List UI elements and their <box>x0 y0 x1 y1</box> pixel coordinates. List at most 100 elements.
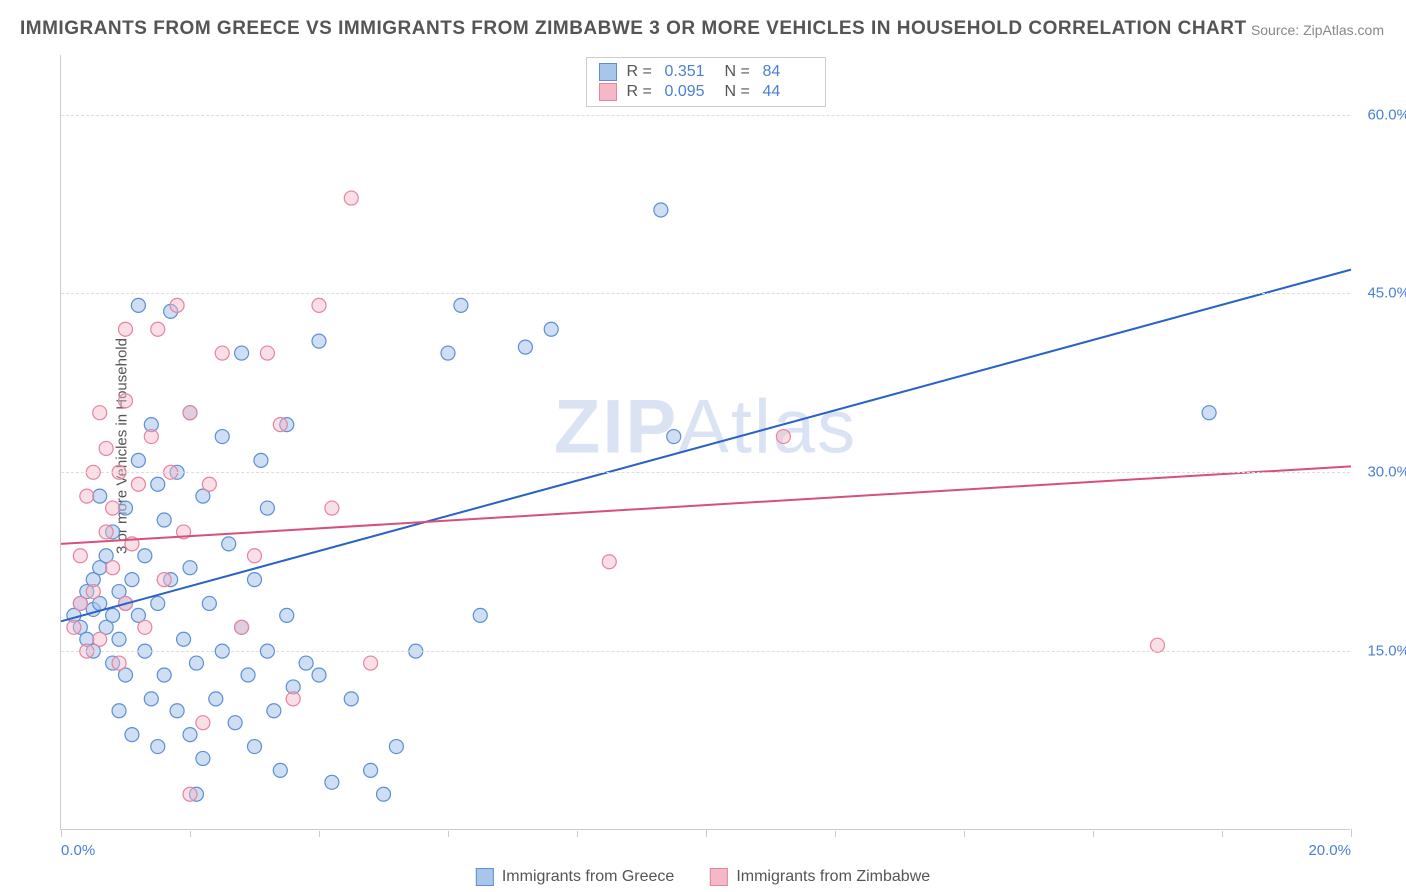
scatter-point <box>454 298 468 312</box>
series-1-swatch <box>599 63 617 81</box>
scatter-point <box>312 334 326 348</box>
legend-2-swatch <box>710 868 728 886</box>
series-1-n-value: 84 <box>763 63 813 81</box>
scatter-point <box>196 716 210 730</box>
scatter-point <box>273 763 287 777</box>
legend-1-label: Immigrants from Greece <box>502 868 674 886</box>
scatter-point <box>119 501 133 515</box>
scatter-point <box>299 656 313 670</box>
scatter-point <box>189 656 203 670</box>
scatter-point <box>106 501 120 515</box>
legend-item-1: Immigrants from Greece <box>476 868 674 886</box>
scatter-point <box>312 668 326 682</box>
scatter-point <box>235 620 249 634</box>
scatter-point <box>286 692 300 706</box>
trend-line <box>61 270 1351 622</box>
scatter-point <box>151 596 165 610</box>
scatter-point <box>1202 406 1216 420</box>
scatter-point <box>106 608 120 622</box>
x-tick <box>61 829 62 837</box>
series-2-n-value: 44 <box>763 83 813 101</box>
scatter-point <box>344 692 358 706</box>
x-minor-tick <box>190 831 191 837</box>
stats-legend-box: R = 0.351 N = 84 R = 0.095 N = 44 <box>586 57 826 107</box>
scatter-point <box>260 346 274 360</box>
scatter-point <box>151 740 165 754</box>
scatter-point <box>125 728 139 742</box>
scatter-point <box>106 561 120 575</box>
scatter-point <box>119 394 133 408</box>
plot-area: ZIPAtlas R = 0.351 N = 84 R = 0.095 N = … <box>60 55 1350 830</box>
stats-row-series-2: R = 0.095 N = 44 <box>599 82 813 102</box>
scatter-point <box>215 346 229 360</box>
scatter-point <box>73 549 87 563</box>
scatter-point <box>473 608 487 622</box>
scatter-point <box>131 298 145 312</box>
gridline <box>61 293 1350 294</box>
x-tick <box>1351 829 1352 837</box>
scatter-point <box>344 191 358 205</box>
y-tick-label: 15.0% <box>1367 643 1406 660</box>
trend-line <box>61 466 1351 544</box>
scatter-point <box>518 340 532 354</box>
y-tick-label: 45.0% <box>1367 285 1406 302</box>
scatter-point <box>196 751 210 765</box>
legend-1-swatch <box>476 868 494 886</box>
series-1-r-value: 0.351 <box>665 63 715 81</box>
scatter-point <box>215 430 229 444</box>
bottom-legend: Immigrants from Greece Immigrants from Z… <box>476 868 930 886</box>
scatter-point <box>144 692 158 706</box>
series-2-swatch <box>599 83 617 101</box>
scatter-point <box>138 620 152 634</box>
scatter-point <box>157 573 171 587</box>
scatter-point <box>389 740 403 754</box>
scatter-point <box>248 549 262 563</box>
x-tick <box>706 829 707 837</box>
scatter-point <box>544 322 558 336</box>
gridline <box>61 115 1350 116</box>
scatter-point <box>776 430 790 444</box>
source-attribution: Source: ZipAtlas.com <box>1251 22 1384 38</box>
scatter-point <box>112 704 126 718</box>
x-minor-tick <box>1222 831 1223 837</box>
scatter-point <box>86 585 100 599</box>
x-minor-tick <box>835 831 836 837</box>
scatter-point <box>222 537 236 551</box>
scatter-point <box>112 632 126 646</box>
x-minor-tick <box>319 831 320 837</box>
scatter-point <box>93 489 107 503</box>
scatter-point <box>151 322 165 336</box>
x-minor-tick <box>448 831 449 837</box>
scatter-point <box>151 477 165 491</box>
scatter-point <box>377 787 391 801</box>
scatter-point <box>67 620 81 634</box>
scatter-point <box>254 453 268 467</box>
scatter-point <box>241 668 255 682</box>
scatter-point <box>260 501 274 515</box>
scatter-point <box>364 656 378 670</box>
gridline <box>61 651 1350 652</box>
scatter-point <box>183 787 197 801</box>
scatter-point <box>202 477 216 491</box>
scatter-point <box>209 692 223 706</box>
scatter-point <box>125 573 139 587</box>
scatter-point <box>280 608 294 622</box>
scatter-point <box>1151 638 1165 652</box>
scatter-point <box>202 596 216 610</box>
scatter-point <box>654 203 668 217</box>
scatter-point <box>144 430 158 444</box>
scatter-point <box>157 513 171 527</box>
y-tick-label: 60.0% <box>1367 106 1406 123</box>
scatter-point <box>73 596 87 610</box>
scatter-point <box>177 632 191 646</box>
scatter-point <box>602 555 616 569</box>
stat-n-label: N = <box>725 63 753 81</box>
chart-title: IMMIGRANTS FROM GREECE VS IMMIGRANTS FRO… <box>20 18 1247 40</box>
y-tick-label: 30.0% <box>1367 464 1406 481</box>
scatter-point <box>667 430 681 444</box>
scatter-point <box>183 561 197 575</box>
x-minor-tick <box>1093 831 1094 837</box>
scatter-point <box>119 322 133 336</box>
scatter-point <box>170 298 184 312</box>
scatter-point <box>183 728 197 742</box>
